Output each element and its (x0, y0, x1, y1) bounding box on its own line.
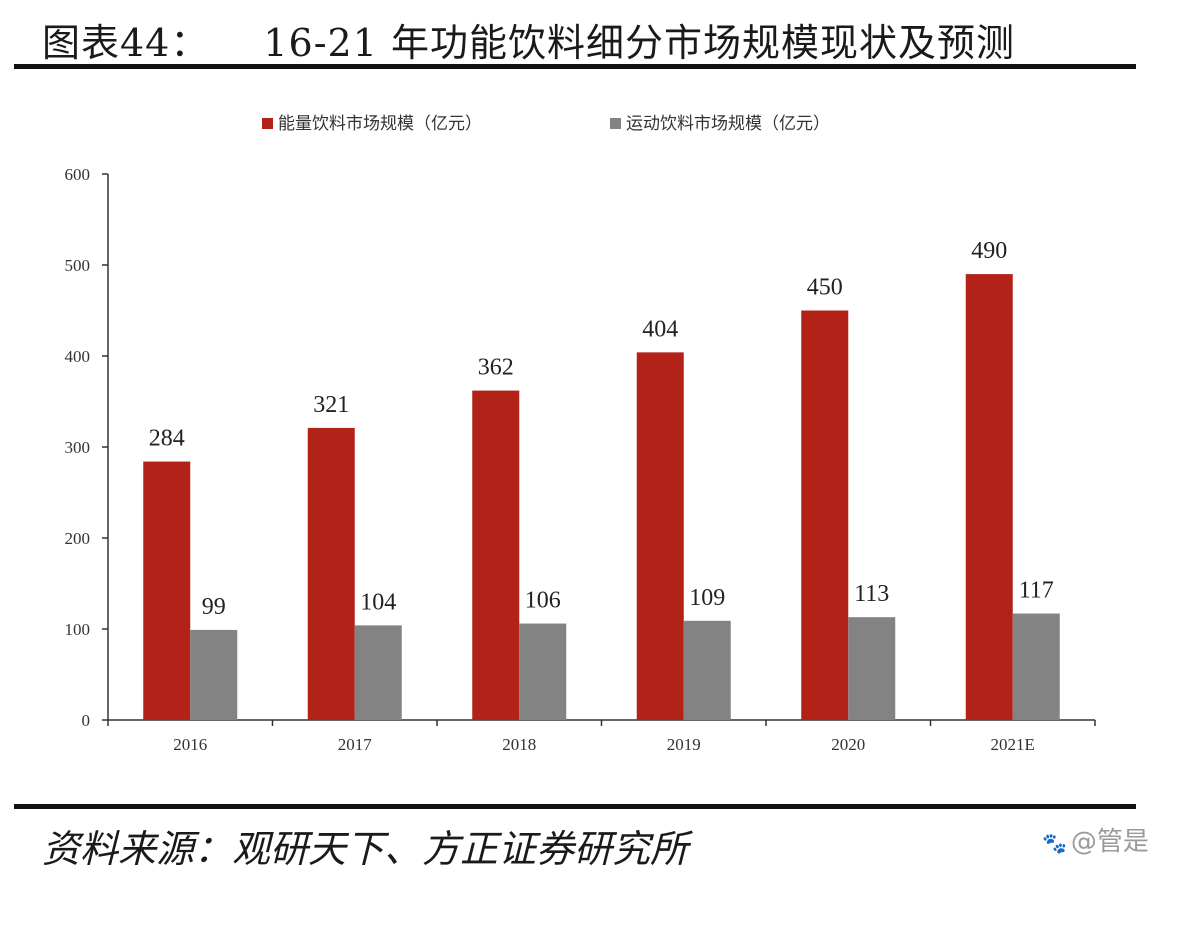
x-tick-label: 2017 (338, 735, 373, 754)
sport-drink-value-label: 106 (525, 588, 561, 614)
legend-label: 运动饮料市场规模（亿元） (626, 114, 830, 134)
top-rule (14, 64, 1136, 69)
energy-drink-bar (143, 461, 191, 720)
x-tick-label: 2021E (991, 735, 1035, 754)
y-tick-label: 600 (65, 165, 91, 184)
energy-drink-bar (965, 274, 1013, 720)
bars (143, 274, 1060, 720)
x-tick-label: 2018 (502, 735, 536, 754)
y-tick-label: 0 (82, 711, 91, 730)
legend-swatch (262, 118, 273, 129)
figure-title-text: 16-21 年功能饮料细分市场规模现状及预测 (263, 21, 1015, 65)
sport-drink-bar (354, 625, 402, 720)
sport-drink-value-label: 99 (202, 594, 226, 620)
x-tick-label: 2020 (831, 735, 865, 754)
energy-drink-bar (801, 310, 849, 720)
watermark-text: @管是 (1070, 827, 1149, 857)
energy-drink-value-label: 321 (313, 392, 349, 418)
y-tick-label: 200 (65, 529, 91, 548)
legend-label: 能量饮料市场规模（亿元） (278, 114, 482, 134)
x-tick-label: 2016 (173, 735, 207, 754)
energy-drink-value-label: 490 (971, 238, 1007, 264)
sport-drink-bar (1012, 613, 1060, 720)
energy-drink-value-label: 404 (642, 316, 678, 342)
sport-drink-value-label: 104 (360, 589, 396, 615)
legend-swatch (610, 118, 621, 129)
watermark: 🐾 @管是 (1042, 822, 1149, 863)
bottom-rule (14, 804, 1136, 809)
y-tick-label: 300 (65, 438, 91, 457)
energy-drink-value-label: 450 (807, 275, 843, 301)
paw-icon: 🐾 (1042, 831, 1067, 855)
energy-drink-value-label: 284 (149, 426, 185, 452)
sport-drink-value-label: 117 (1019, 578, 1054, 604)
axes: 0 100 200 300 400 500 600 2016 2017 2018 2019 2020 2… (65, 165, 1096, 754)
figure-number: 图表44： (42, 21, 210, 65)
sport-drink-bar (190, 629, 238, 720)
y-tick-label: 100 (65, 620, 91, 639)
energy-drink-value-label: 362 (478, 355, 514, 381)
legend: 能量饮料市场规模（亿元） 运动饮料市场规模（亿元） (262, 114, 830, 134)
data-labels: 284 99 321 104 362 106 404 109 450 113 490 117 (149, 238, 1054, 620)
y-tick-label: 500 (65, 256, 91, 275)
energy-drink-bar (636, 352, 684, 720)
sport-drink-bar (519, 623, 567, 720)
sport-drink-bar (683, 620, 731, 720)
bar-chart: 能量饮料市场规模（亿元） 运动饮料市场规模（亿元） 0 100 200 300 400 50… (65, 114, 1096, 754)
sport-drink-value-label: 109 (689, 585, 725, 611)
energy-drink-bar (307, 427, 355, 720)
sport-drink-value-label: 113 (854, 581, 889, 607)
figure-title: 图表44： 16-21 年功能饮料细分市场规模现状及预测 (42, 18, 1015, 68)
y-tick-label: 400 (65, 347, 91, 366)
energy-drink-bar (472, 390, 520, 720)
source-note: 资料来源：观研天下、方正证券研究所 (42, 827, 689, 871)
x-tick-label: 2019 (667, 735, 701, 754)
sport-drink-bar (848, 617, 896, 720)
